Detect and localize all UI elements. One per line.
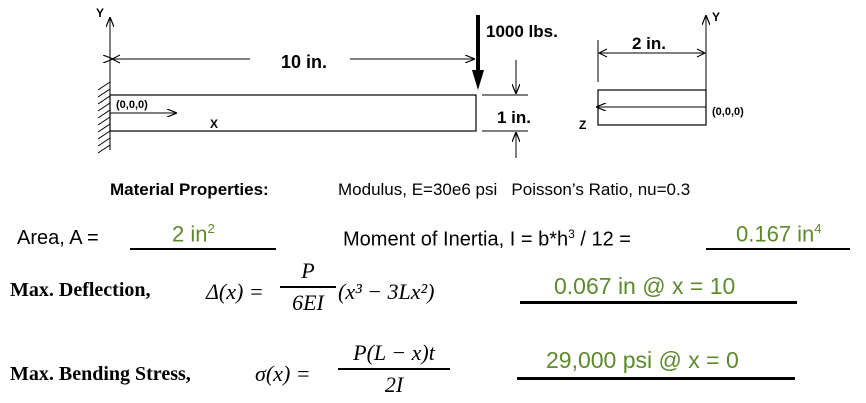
height-dimension <box>482 60 528 158</box>
stress-answer: 29,000 psi @ x = 0 <box>546 347 739 373</box>
stress-numerator: P(L − x)t <box>353 340 435 365</box>
cross-section <box>597 16 706 126</box>
deflection-underline <box>520 301 797 304</box>
deflection-label: Max. Deflection, <box>10 279 151 301</box>
x-axis-label: X <box>210 117 219 131</box>
deflection-lhs: Δ(x) = <box>206 279 264 304</box>
deflection-denominator: 6EI <box>292 289 324 315</box>
beam-diagram <box>97 15 866 158</box>
material-values: Modulus, E=30e6 psi Poisson’s Ratio, nu=… <box>338 180 691 199</box>
stress-underline <box>517 377 795 380</box>
section-z-label: Z <box>579 118 587 132</box>
deflection-numerator: P <box>301 258 315 283</box>
stress-denominator: 2I <box>384 371 404 397</box>
stress-fraction: P(L − x)t 2I <box>338 340 450 398</box>
inertia-label: Moment of Inertia, I = b*h3 / 12 = <box>343 227 631 251</box>
wall-hatch <box>97 81 111 154</box>
beam-y-label: Y <box>96 6 105 20</box>
deflection-fraction: P 6EI <box>280 258 336 316</box>
deflection-rhs: (x³ − 3Lx²) <box>338 279 435 304</box>
stress-lhs: σ(x) = <box>255 361 311 386</box>
origin-label: (0,0,0) <box>116 99 148 111</box>
height-label: 1 in. <box>497 108 532 127</box>
deflection-answer: 0.067 in @ x = 10 <box>554 273 736 299</box>
area-answer: 2 in2 <box>172 221 215 247</box>
section-y-label: Y <box>712 10 721 24</box>
area-underline <box>130 248 276 250</box>
stress-label: Max. Bending Stress, <box>10 363 191 385</box>
load-label: 1000 lbs. <box>486 22 558 41</box>
area-label: Area, A = <box>17 227 99 249</box>
material-heading: Material Properties: <box>110 180 269 199</box>
section-width-label: 2 in. <box>632 34 667 53</box>
section-origin-label: (0,0,0) <box>712 106 744 118</box>
length-label: 10 in. <box>277 52 332 73</box>
inertia-answer: 0.167 in4 <box>736 221 822 247</box>
inertia-underline <box>706 248 850 250</box>
